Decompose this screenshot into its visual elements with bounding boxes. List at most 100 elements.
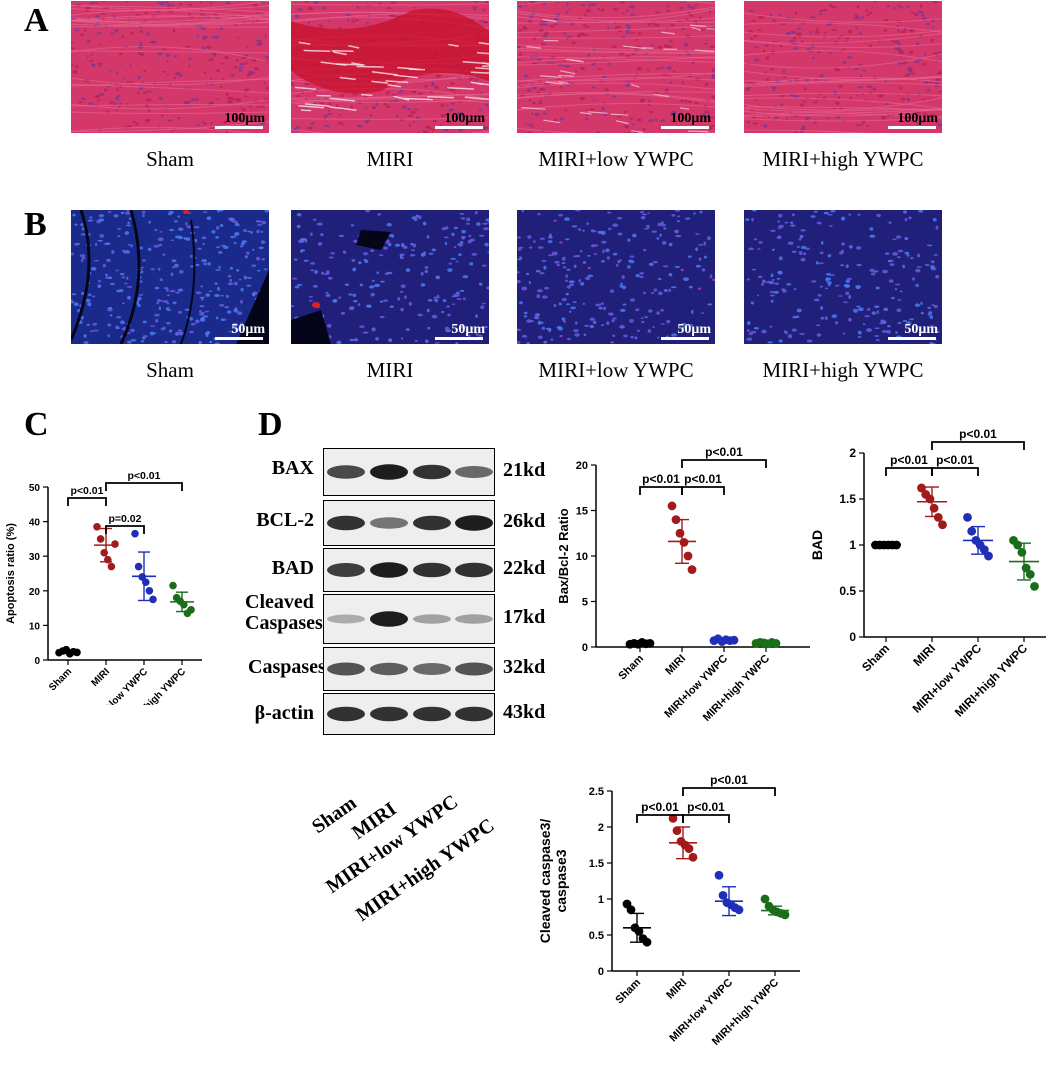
- blot-band: [413, 515, 451, 531]
- data-point: [672, 826, 682, 835]
- data-point: [93, 522, 101, 531]
- p-value-label: p<0.01: [642, 472, 680, 486]
- data-point: [679, 537, 689, 547]
- blot-band: [327, 706, 365, 722]
- blot-row-label: BAD: [271, 557, 314, 579]
- data-point: [111, 540, 119, 548]
- blot-band: [370, 464, 408, 480]
- y-tick-label: 2.5: [589, 786, 604, 798]
- data-point: [107, 562, 116, 571]
- data-point: [984, 551, 993, 561]
- data-point: [642, 937, 652, 947]
- micrograph-he-low: 100μm: [517, 1, 715, 133]
- significance-bracket: [639, 486, 683, 495]
- x-tick-label: MIRI: [89, 666, 112, 689]
- caption-sham: Sham: [146, 147, 194, 171]
- data-point: [929, 503, 939, 513]
- data-point: [100, 548, 108, 557]
- data-point: [1030, 582, 1039, 591]
- data-point: [780, 910, 790, 920]
- blot-band: [455, 466, 493, 478]
- blot-row-kd: 43kd: [503, 701, 546, 723]
- blot-strip: [323, 693, 495, 735]
- blot-band: [327, 563, 365, 577]
- data-point: [933, 513, 943, 522]
- significance-bracket: [105, 482, 183, 491]
- scale-bar-label: 100μm: [897, 111, 938, 126]
- significance-bracket: [67, 497, 107, 506]
- scale-bar: [661, 126, 709, 129]
- blot-row-label: Caspases3: [248, 656, 336, 678]
- caption-high: MIRI+high YWPC: [762, 358, 924, 382]
- scale-bar-label: 100μm: [670, 111, 711, 126]
- data-point: [687, 565, 697, 575]
- blot-row-label: Cleaved Caspases3: [245, 591, 333, 634]
- y-tick-label: 20: [29, 587, 41, 598]
- blot-strip: [323, 448, 495, 496]
- y-tick-label: 0: [598, 966, 604, 978]
- scale-bar-label: 50μm: [677, 322, 711, 337]
- scale-bar: [661, 337, 709, 340]
- y-tick-label: 50: [29, 483, 41, 494]
- y-tick-label: 1.5: [589, 858, 604, 870]
- p-value-label: p<0.01: [641, 800, 679, 814]
- p-value-label: p<0.01: [705, 445, 743, 459]
- data-point: [1013, 540, 1023, 550]
- p-value-label: p<0.01: [684, 472, 722, 486]
- blot-row-label: BCL-2: [256, 509, 314, 531]
- blot-strip: [323, 594, 495, 644]
- y-tick-label: 0.5: [589, 930, 604, 942]
- blot-strip: [323, 647, 495, 691]
- data-point: [683, 551, 693, 561]
- scale-bar-label: 100μm: [224, 111, 265, 126]
- micrograph-he-high: 100μm: [744, 1, 942, 133]
- blot-band: [370, 517, 408, 529]
- significance-bracket: [885, 467, 933, 476]
- scale-bar: [888, 337, 936, 340]
- data-point: [675, 528, 685, 538]
- blot-band: [455, 614, 493, 624]
- x-tick-label: MIRI: [663, 653, 688, 678]
- y-tick-label: 10: [29, 621, 41, 632]
- micrograph-he-miri: 100μm: [291, 1, 489, 133]
- y-axis-label: Apoptosis ratio (%): [5, 523, 17, 624]
- panel-letter-c: C: [24, 406, 49, 443]
- y-tick-label: 40: [29, 518, 41, 529]
- scale-bar: [435, 126, 483, 129]
- data-point: [917, 483, 926, 493]
- blot-band: [370, 562, 408, 578]
- data-point: [963, 513, 972, 522]
- p-value-label: p<0.01: [959, 427, 997, 441]
- data-point: [169, 581, 177, 590]
- data-point: [938, 520, 947, 530]
- data-point: [734, 905, 744, 915]
- y-tick-label: 0.5: [839, 584, 856, 598]
- significance-bracket: [682, 814, 730, 823]
- p-value-label: p<0.01: [687, 800, 725, 814]
- y-tick-label: 1: [598, 894, 604, 906]
- data-point: [718, 891, 728, 900]
- blot-strip: [323, 548, 495, 592]
- blot-band: [370, 662, 408, 676]
- scale-bar: [215, 337, 263, 340]
- data-point: [96, 535, 105, 543]
- x-tick-label: MIRI: [664, 977, 689, 1002]
- data-point: [967, 526, 977, 536]
- data-point: [979, 545, 989, 554]
- p-value-label: p=0.02: [109, 513, 142, 525]
- y-tick-label: 1.5: [839, 492, 856, 506]
- y-tick-label: 2: [598, 822, 604, 834]
- caption-low: MIRI+low YWPC: [538, 147, 694, 171]
- scale-bar: [435, 337, 483, 340]
- blot-band: [413, 562, 451, 578]
- caption-miri: MIRI: [366, 147, 414, 171]
- data-point: [760, 894, 770, 904]
- y-axis-label: Cleaved caspase3/caspase3: [537, 819, 569, 944]
- micrograph-fl-sham: 50μm: [71, 210, 269, 344]
- data-point: [667, 501, 677, 511]
- blot-row-kd: 22kd: [503, 557, 546, 579]
- y-tick-label: 1: [849, 538, 856, 552]
- data-point: [626, 905, 636, 915]
- significance-bracket: [931, 467, 979, 476]
